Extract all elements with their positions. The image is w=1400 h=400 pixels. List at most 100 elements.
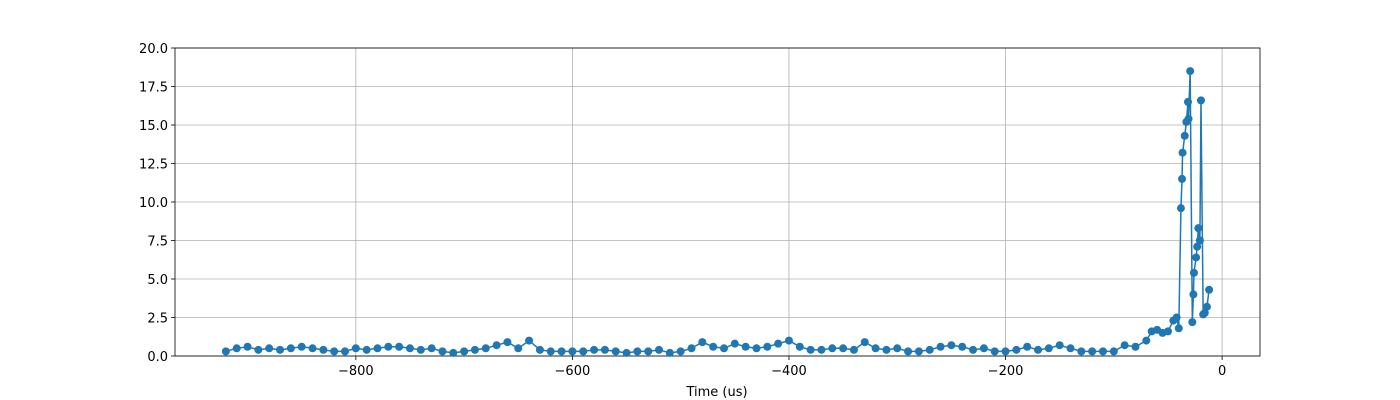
marker [1184, 114, 1193, 123]
marker [893, 344, 902, 353]
marker [1194, 224, 1203, 233]
marker [1055, 341, 1064, 350]
marker [384, 342, 393, 351]
y-tick-label: 2.5 [147, 312, 168, 327]
marker [979, 344, 988, 353]
marker [1077, 347, 1086, 356]
marker [492, 341, 501, 350]
marker [427, 344, 436, 353]
marker [525, 336, 534, 345]
marker [395, 342, 404, 351]
marker [1183, 97, 1192, 106]
marker [286, 344, 295, 353]
marker [1034, 345, 1043, 354]
marker [600, 345, 609, 354]
marker [871, 344, 880, 353]
marker [709, 342, 718, 351]
marker [341, 347, 350, 356]
marker [1180, 131, 1189, 140]
marker [1174, 324, 1183, 333]
marker [297, 342, 306, 351]
marker [741, 342, 750, 351]
marker [806, 345, 815, 354]
marker [1178, 148, 1187, 157]
marker [1189, 268, 1198, 277]
marker [1176, 204, 1185, 213]
marker [351, 344, 360, 353]
marker [914, 347, 923, 356]
marker [1120, 341, 1129, 350]
x-tick-label: −600 [555, 364, 591, 379]
marker [1131, 342, 1140, 351]
y-tick-label: 7.5 [147, 235, 168, 250]
marker [1195, 236, 1204, 245]
marker [535, 345, 544, 354]
x-tick-label: −400 [771, 364, 807, 379]
marker [254, 345, 263, 354]
marker [676, 347, 685, 356]
marker [503, 338, 512, 347]
marker [925, 345, 934, 354]
marker [969, 345, 978, 354]
marker [860, 338, 869, 347]
marker [687, 344, 696, 353]
marker [828, 344, 837, 353]
marker [568, 347, 577, 356]
y-tick-label: 10.0 [139, 196, 168, 211]
marker [1001, 347, 1010, 356]
marker [1109, 347, 1118, 356]
y-tick-label: 12.5 [139, 158, 168, 173]
marker [405, 344, 414, 353]
marker [1178, 174, 1187, 183]
marker [546, 347, 555, 356]
marker [839, 344, 848, 353]
marker [774, 339, 783, 348]
marker [470, 345, 479, 354]
marker [373, 344, 382, 353]
marker [416, 345, 425, 354]
marker [958, 342, 967, 351]
marker [330, 347, 339, 356]
x-axis-label: Time (us) [685, 385, 747, 400]
marker [1202, 302, 1211, 311]
marker [849, 345, 858, 354]
marker [1186, 67, 1195, 76]
marker [362, 345, 371, 354]
marker [611, 347, 620, 356]
marker [481, 344, 490, 353]
marker [319, 345, 328, 354]
marker [1172, 313, 1181, 322]
x-tick-label: −800 [338, 364, 374, 379]
marker [1200, 308, 1209, 317]
marker [449, 348, 458, 357]
marker [514, 344, 523, 353]
marker [698, 338, 707, 347]
marker [1012, 345, 1021, 354]
marker [1193, 242, 1202, 251]
marker [232, 344, 241, 353]
marker [784, 336, 793, 345]
marker [763, 342, 772, 351]
marker [990, 347, 999, 356]
plot-frame [174, 47, 1261, 357]
marker [1196, 96, 1205, 105]
x-tick-label: −200 [988, 364, 1024, 379]
marker [730, 339, 739, 348]
marker [622, 348, 631, 357]
marker [308, 344, 317, 353]
marker [557, 347, 566, 356]
marker [276, 345, 285, 354]
marker [243, 342, 252, 351]
y-tick-label: 15.0 [139, 119, 168, 134]
marker [719, 344, 728, 353]
marker [221, 347, 230, 356]
marker [1163, 327, 1172, 336]
marker [438, 347, 447, 356]
marker [947, 341, 956, 350]
marker [1066, 344, 1075, 353]
x-tick-label: 0 [1218, 364, 1226, 379]
marker [655, 345, 664, 354]
marker [882, 345, 891, 354]
marker [817, 345, 826, 354]
